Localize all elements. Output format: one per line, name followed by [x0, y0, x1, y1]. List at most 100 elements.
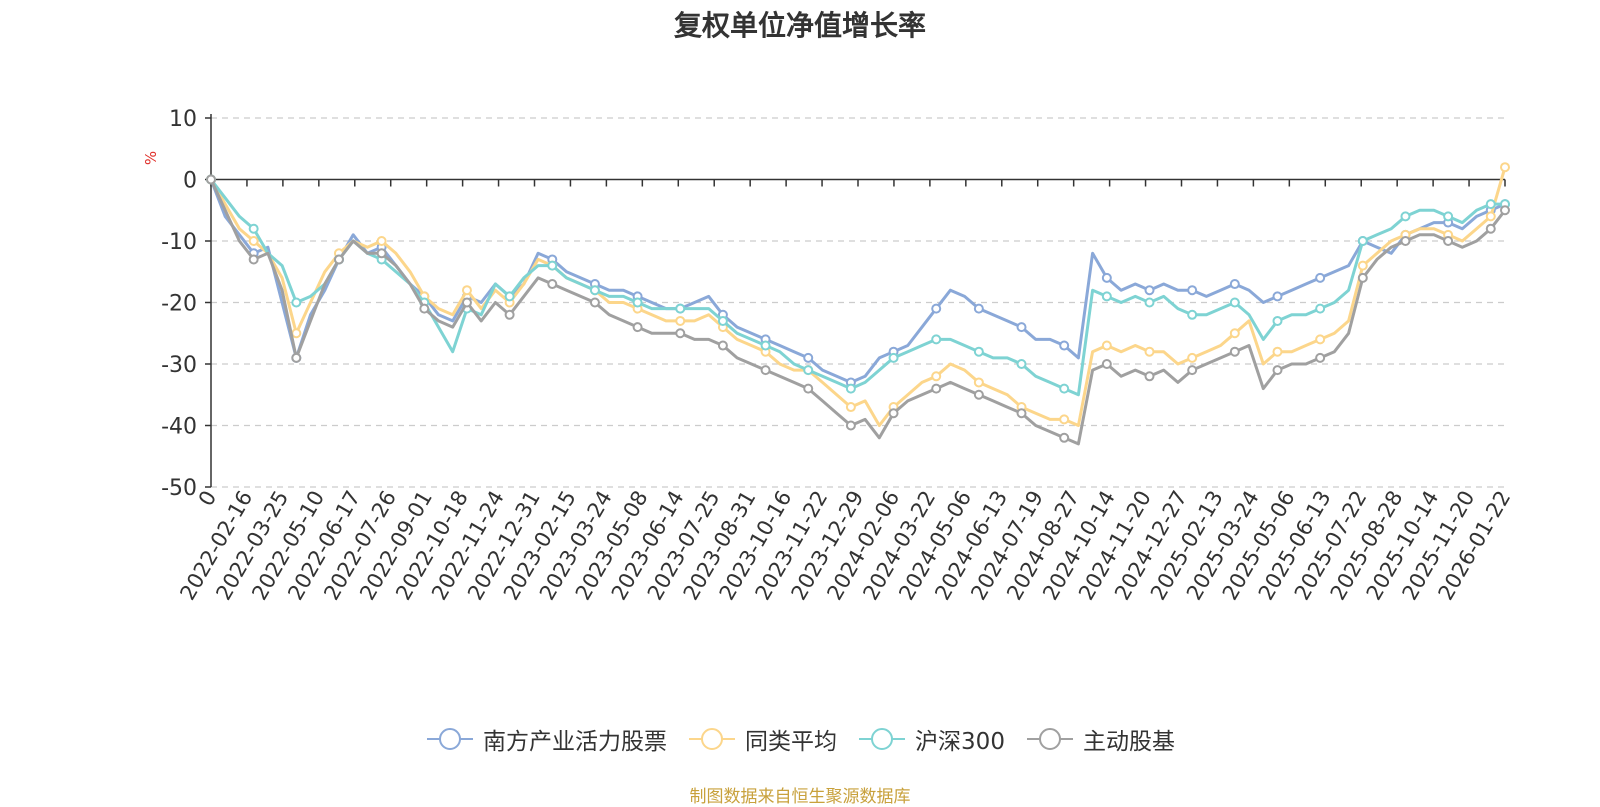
y-tick-label: -30: [161, 353, 197, 378]
series-point-2: [547, 260, 558, 271]
series-point-3: [1315, 352, 1326, 363]
chart-title: 复权单位净值增长率: [673, 9, 926, 42]
series-point-0: [931, 303, 942, 314]
series-point-3: [845, 420, 856, 431]
series-point-1: [1357, 260, 1368, 271]
legend-item-3[interactable]: 主动股基: [1025, 722, 1175, 756]
series-point-3: [1500, 205, 1510, 216]
series-point-3: [632, 322, 643, 333]
series-point-2: [803, 365, 814, 376]
series-point-1: [1272, 346, 1283, 357]
series-point-3: [973, 389, 984, 400]
series-point-3: [291, 352, 302, 363]
grid-layer: [211, 117, 1505, 488]
legend-label: 沪深300: [915, 729, 1005, 755]
series-point-3: [206, 174, 216, 185]
legend-marker-icon: [859, 728, 906, 750]
series-point-3: [589, 297, 600, 308]
series-point-3: [461, 297, 472, 308]
series-point-1: [291, 328, 302, 339]
series-point-3: [1229, 346, 1240, 357]
series-point-1: [931, 371, 942, 382]
series-point-2: [1315, 303, 1326, 314]
series-point-1: [461, 285, 472, 296]
series-point-1: [248, 236, 259, 246]
series-point-2: [1101, 291, 1112, 302]
series-point-2: [589, 285, 600, 296]
legend-item-1[interactable]: 同类平均: [687, 722, 837, 756]
series-point-2: [931, 334, 942, 345]
legend-item-0[interactable]: 南方产业活力股票: [425, 722, 667, 756]
series-layer: [206, 162, 1510, 446]
series-point-0: [1059, 340, 1070, 351]
y-tick-label: -10: [161, 230, 197, 255]
series-point-2: [248, 223, 259, 234]
series-point-3: [1485, 223, 1496, 234]
series-point-3: [248, 254, 259, 265]
series-point-2: [1357, 236, 1368, 246]
series-point-3: [931, 383, 942, 394]
series-point-1: [1485, 211, 1496, 222]
series-point-0: [1101, 272, 1112, 283]
series-point-3: [1101, 359, 1112, 369]
series-point-2: [888, 352, 899, 363]
source-note: 制图数据来自恒生聚源数据库: [689, 787, 911, 807]
series-point-1: [845, 402, 856, 413]
series-point-1: [1101, 340, 1112, 351]
series-point-3: [717, 340, 728, 351]
legend-label: 主动股基: [1082, 729, 1175, 755]
series-point-1: [675, 315, 686, 326]
legend-label: 南方产业活力股票: [483, 729, 668, 755]
series-point-3: [1059, 432, 1070, 443]
series-point-2: [1443, 211, 1454, 222]
legend-label: 同类平均: [745, 729, 838, 755]
series-point-3: [1400, 236, 1411, 246]
series-point-2: [1485, 199, 1496, 210]
series-point-3: [333, 254, 344, 265]
series-point-2: [504, 291, 515, 302]
series-point-3: [1443, 236, 1454, 246]
y-tick-label: -50: [161, 476, 197, 501]
series-point-0: [1272, 291, 1283, 302]
series-point-3: [1144, 371, 1155, 382]
y-tick-label: -20: [161, 292, 197, 317]
series-point-3: [675, 328, 686, 339]
series-point-2: [632, 297, 643, 308]
series-point-2: [1059, 383, 1070, 394]
series-point-0: [803, 352, 814, 363]
series-point-2: [291, 297, 302, 308]
series-point-1: [1229, 328, 1240, 339]
series-point-2: [1229, 297, 1240, 308]
y-tick-label: 10: [169, 107, 197, 132]
series-point-2: [760, 340, 771, 351]
series-point-1: [973, 377, 984, 388]
series-point-3: [760, 365, 771, 376]
series-point-2: [1144, 297, 1155, 308]
series-point-2: [1187, 309, 1198, 320]
series-point-1: [1059, 414, 1070, 425]
y-axis-unit: %: [142, 151, 160, 165]
series-point-3: [1272, 365, 1283, 376]
series-point-0: [1016, 322, 1027, 333]
series-point-3: [1187, 365, 1198, 376]
series-point-0: [1144, 285, 1155, 296]
legend-marker-icon: [427, 728, 474, 750]
series-point-0: [1187, 285, 1198, 296]
series-point-0: [1229, 279, 1240, 290]
series-point-2: [1016, 359, 1027, 369]
series-point-2: [845, 383, 856, 394]
series-point-3: [376, 248, 387, 259]
series-point-3: [888, 408, 899, 419]
x-tick-label: 0: [194, 487, 221, 511]
series-point-1: [1187, 352, 1198, 363]
series-point-3: [419, 303, 430, 314]
series-point-2: [973, 346, 984, 357]
legend-item-2[interactable]: 沪深300: [857, 722, 1005, 756]
series-point-1: [1144, 346, 1155, 357]
series-point-3: [547, 279, 558, 290]
series-point-2: [675, 303, 686, 314]
series-point-3: [1357, 272, 1368, 283]
series-point-0: [1315, 272, 1326, 283]
series-point-1: [376, 236, 387, 246]
